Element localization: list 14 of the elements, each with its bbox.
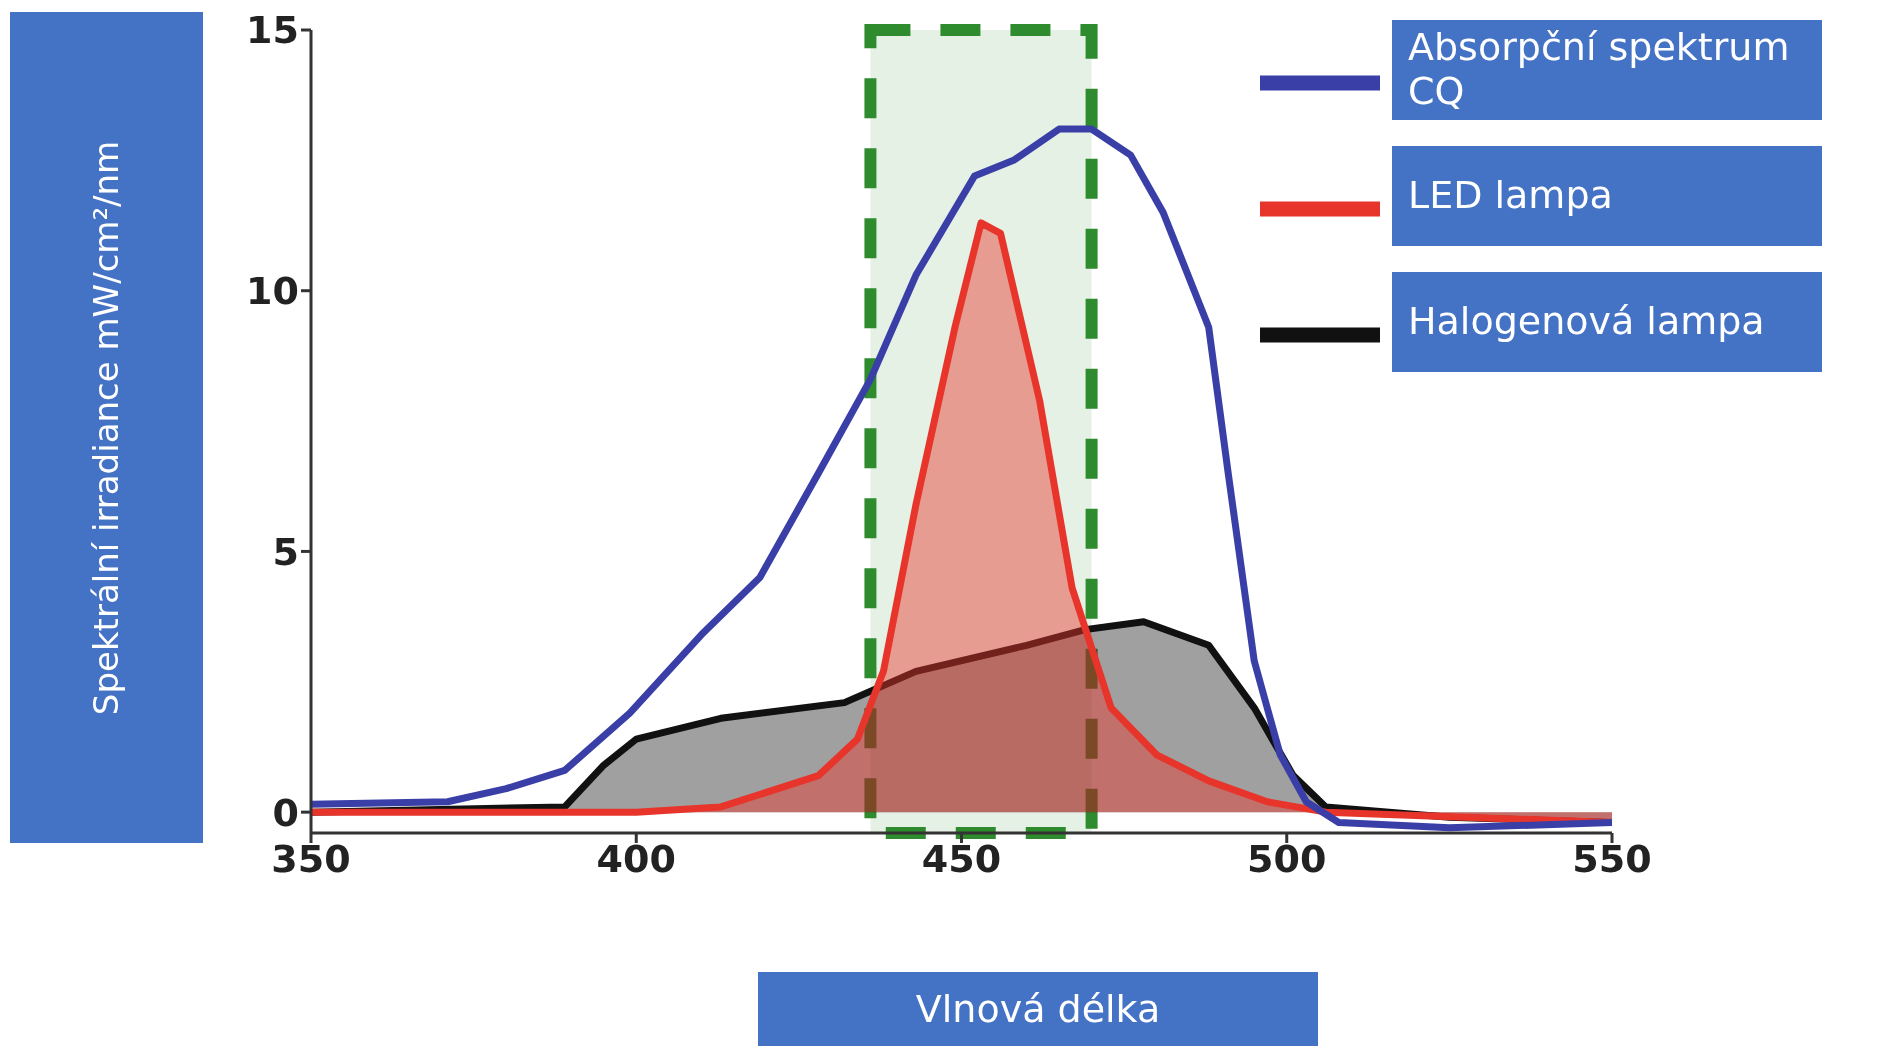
label-box: Halogenová lampa [1392,272,1822,372]
y-tick-label: 15 [246,8,299,53]
y-tick-label: 0 [272,790,299,835]
label-box: LED lampa [1392,146,1822,246]
x-tick-label: 550 [1572,836,1652,881]
y-tick-label: 5 [272,529,299,574]
label-box: Absorpční spektrum CQ [1392,20,1822,120]
x-tick-label: 350 [271,836,351,881]
x-axis-title: Vlnová délka [758,972,1318,1046]
x-tick-label: 400 [596,836,676,881]
x-tick-label: 450 [921,836,1002,881]
y-axis-title: Spektrální irradiance mW/cm²/nm [86,140,127,715]
x-tick-label: 500 [1247,836,1327,881]
y-tick-label: 10 [246,269,299,314]
